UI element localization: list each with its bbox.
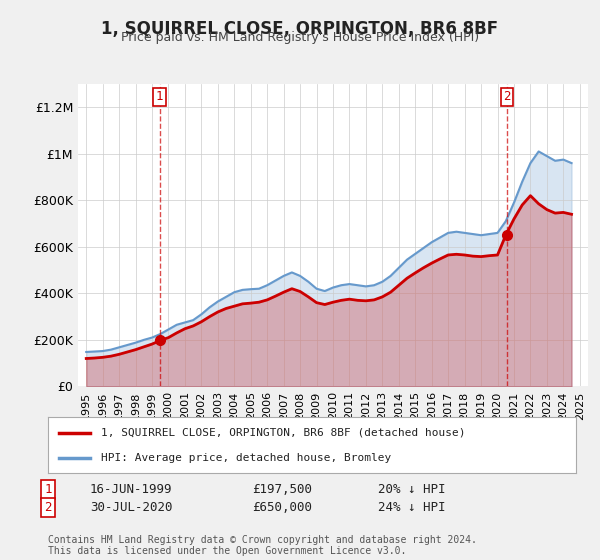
Text: Price paid vs. HM Land Registry's House Price Index (HPI): Price paid vs. HM Land Registry's House … [121,31,479,44]
Text: 1: 1 [44,483,52,496]
Text: Contains HM Land Registry data © Crown copyright and database right 2024.
This d: Contains HM Land Registry data © Crown c… [48,535,477,557]
Text: 20% ↓ HPI: 20% ↓ HPI [378,483,445,496]
Text: 1: 1 [156,90,163,103]
Text: 30-JUL-2020: 30-JUL-2020 [90,501,173,514]
Text: 1, SQUIRREL CLOSE, ORPINGTON, BR6 8BF (detached house): 1, SQUIRREL CLOSE, ORPINGTON, BR6 8BF (d… [101,428,466,438]
Text: 24% ↓ HPI: 24% ↓ HPI [378,501,445,514]
Text: £197,500: £197,500 [252,483,312,496]
Text: HPI: Average price, detached house, Bromley: HPI: Average price, detached house, Brom… [101,452,391,463]
Text: 2: 2 [44,501,52,514]
Text: 16-JUN-1999: 16-JUN-1999 [90,483,173,496]
Text: 2: 2 [503,90,511,103]
Text: 1, SQUIRREL CLOSE, ORPINGTON, BR6 8BF: 1, SQUIRREL CLOSE, ORPINGTON, BR6 8BF [101,20,499,38]
Text: £650,000: £650,000 [252,501,312,514]
